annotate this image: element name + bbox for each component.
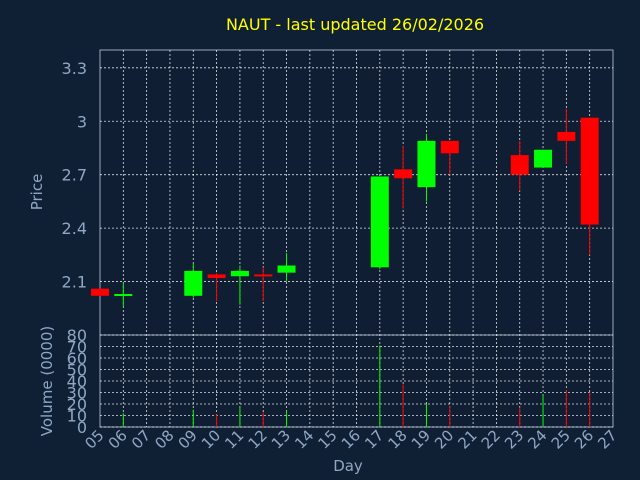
price-axis-ticks: 2.1 2.4 2.7 3 3.3 — [62, 59, 87, 292]
volume-tick-label: 40 — [67, 372, 87, 391]
candle-body — [510, 155, 529, 175]
x-tick-label: 20 — [431, 426, 457, 452]
volume-tick-label: 20 — [67, 395, 87, 414]
volume-bars — [122, 345, 591, 427]
price-tick-label: 2.4 — [62, 219, 87, 238]
x-tick-label: 11 — [221, 426, 247, 452]
candle-body — [394, 169, 413, 179]
volume-tick-label: 70 — [67, 338, 87, 357]
volume-tick-label: 60 — [67, 349, 87, 368]
candle-body — [417, 140, 436, 188]
x-tick-label: 24 — [524, 426, 550, 452]
x-gridlines — [122, 50, 591, 427]
volume-tick-label: 30 — [67, 384, 87, 403]
x-tick-label: 15 — [315, 426, 341, 452]
x-tick-label: 26 — [571, 426, 597, 452]
x-tick-label: 12 — [245, 426, 271, 452]
price-tick-label: 3.3 — [62, 59, 87, 78]
price-tick-label: 2.1 — [62, 273, 87, 292]
volume-tick-label: 10 — [67, 407, 87, 426]
x-tick-label: 13 — [268, 426, 294, 452]
candle-body — [370, 176, 389, 268]
x-tick-label: 14 — [291, 426, 317, 452]
x-tick-label: 22 — [478, 426, 504, 452]
x-tick-label: 10 — [198, 426, 224, 452]
volume-tick-label: 0 — [77, 418, 87, 437]
price-tick-label: 2.7 — [62, 166, 87, 185]
candle-body — [184, 270, 203, 296]
x-tick-label: 09 — [175, 426, 201, 452]
x-tick-label: 17 — [361, 426, 387, 452]
candle-body — [534, 149, 553, 168]
candle-body — [114, 294, 133, 297]
x-tick-label: 18 — [384, 426, 410, 452]
volume-tick-label: 50 — [67, 361, 87, 380]
candle-body — [440, 140, 459, 154]
x-axis-label: Day — [333, 457, 363, 475]
candle-body — [557, 131, 576, 141]
price-candles — [91, 108, 599, 307]
candle-body — [254, 274, 273, 277]
x-tick-label: 19 — [408, 426, 434, 452]
candle-body — [230, 270, 249, 277]
volume-axis-label: Volume (0000) — [38, 326, 56, 436]
price-plot-frame — [99, 49, 614, 336]
x-tick-label: 06 — [105, 426, 131, 452]
price-tick-label: 3 — [77, 112, 87, 131]
candle-body — [277, 265, 296, 273]
x-axis-ticks: 0506070809101112131415161718192021222324… — [81, 426, 620, 452]
x-tick-label: 23 — [501, 426, 527, 452]
x-tick-label: 25 — [548, 426, 574, 452]
candle-body — [207, 274, 226, 278]
x-tick-label: 16 — [338, 426, 364, 452]
price-axis-label: Price — [28, 174, 46, 211]
x-tick-label: 08 — [151, 426, 177, 452]
chart-title: NAUT - last updated 26/02/2026 — [226, 15, 484, 34]
x-tick-label: 27 — [594, 426, 620, 452]
candle-body — [91, 288, 109, 296]
x-tick-label: 07 — [128, 426, 154, 452]
candle-body — [580, 117, 599, 225]
volume-tick-label: 80 — [67, 326, 87, 345]
x-tick-label: 21 — [454, 426, 480, 452]
